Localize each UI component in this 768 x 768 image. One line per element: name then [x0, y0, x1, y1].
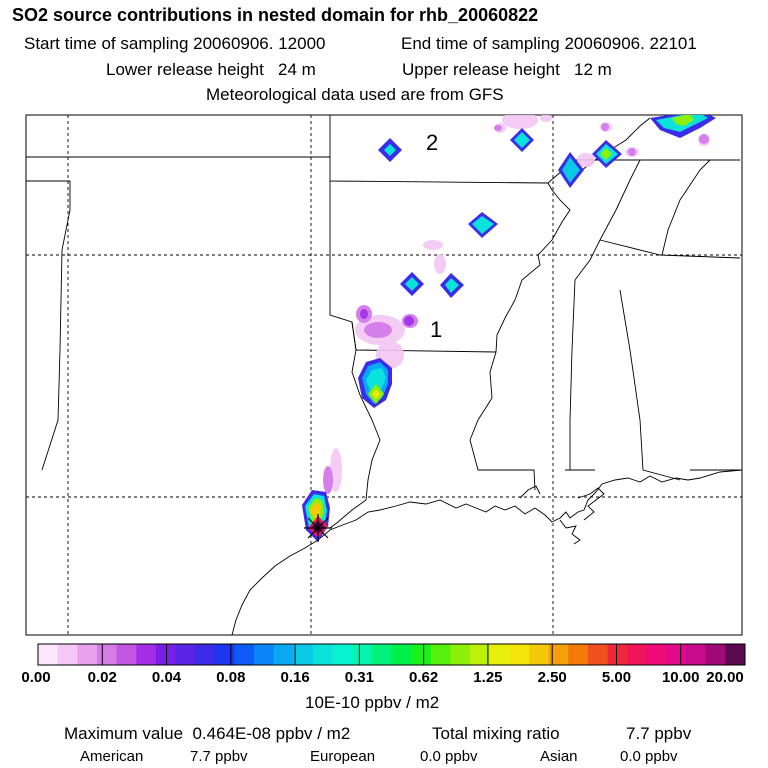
- colorbar-segment: [509, 644, 530, 665]
- colorbar-segment: [568, 644, 589, 665]
- colorbar-segment: [430, 644, 451, 665]
- annotation-1: 1: [430, 317, 442, 342]
- colorbar-segment: [332, 644, 353, 665]
- colorbar-segment: [312, 644, 334, 665]
- colorbar-segment: [136, 644, 157, 665]
- maximum-value-label: Maximum value 0.464E-08 ppbv / m2: [64, 724, 351, 743]
- colorbar-segment: [607, 644, 628, 665]
- map-title: SO2 source contributions in nested domai…: [12, 5, 539, 25]
- lat-lon-grid: [26, 115, 742, 635]
- colorbar-segment: [587, 644, 609, 665]
- colorbar-tick-label: 0.00: [21, 669, 51, 686]
- colorbar-tick-label: 0.31: [344, 669, 374, 686]
- colorbar-tick-label: 10.00: [661, 669, 700, 686]
- colorbar-segment: [686, 644, 707, 665]
- colorbar-segment: [214, 644, 235, 665]
- lower-release-height-label: Lower release height 24 m: [106, 60, 316, 79]
- total-mixing-ratio-value: 7.7 ppbv: [626, 724, 692, 743]
- colorbar-tick-label: 2.50: [537, 669, 567, 686]
- colorbar-segment: [254, 644, 275, 665]
- colorbar-segment: [77, 644, 98, 665]
- end-time-label: End time of sampling 20060906. 22101: [401, 34, 697, 53]
- colorbar-tick-label: 1.25: [473, 669, 503, 686]
- colorbar-segment: [391, 644, 412, 665]
- european-value: 0.0 ppbv: [420, 748, 478, 765]
- colorbar-segment: [528, 644, 550, 665]
- colorbar-segment: [371, 644, 392, 665]
- colorbar-segment: [411, 644, 432, 665]
- colorbar-segment: [38, 644, 59, 665]
- contribution-plumes: [302, 115, 716, 542]
- european-label: European: [310, 748, 376, 765]
- colorbar-segment: [548, 644, 569, 665]
- colorbar-segment: [273, 644, 294, 665]
- asian-value: 0.0 ppbv: [620, 748, 678, 765]
- colorbar-tick-label: 0.08: [216, 669, 246, 686]
- asian-label: Asian: [540, 748, 578, 765]
- start-time-label: Start time of sampling 20060906. 12000: [24, 34, 326, 53]
- upper-release-height-label: Upper release height 12 m: [402, 60, 612, 79]
- colorbar-segment: [234, 644, 255, 665]
- colorbar-segment: [489, 644, 510, 665]
- total-mixing-ratio-label: Total mixing ratio: [432, 724, 560, 743]
- annotation-2: 2: [426, 130, 438, 155]
- colorbar-segment: [646, 644, 667, 665]
- colorbar-segment: [293, 644, 314, 665]
- colorbar-segment: [450, 644, 471, 665]
- colorbar-tick-label: 0.02: [87, 669, 117, 686]
- meteorological-data-label: Meteorological data used are from GFS: [206, 85, 504, 104]
- colorbar-frame: [37, 643, 746, 666]
- colorbar-segment: [470, 644, 491, 665]
- colorbar-segment: [666, 644, 687, 665]
- colorbar-segment: [627, 644, 648, 665]
- american-value: 7.7 ppbv: [190, 748, 248, 765]
- colorbar-segment: [116, 644, 137, 665]
- colorbar-segment: [352, 644, 373, 665]
- colorbar-segment: [195, 644, 216, 665]
- colorbar-segment: [705, 644, 726, 665]
- colorbar-tick-label: 20.00: [706, 669, 744, 686]
- colorbar-segment: [155, 644, 176, 665]
- source-star-marker: [304, 514, 332, 542]
- colorbar-unit-label: 10E-10 ppbv / m2: [305, 693, 440, 712]
- american-label: American: [80, 748, 144, 765]
- colorbar-segment: [725, 644, 746, 665]
- colorbar-tick-label: 0.16: [280, 669, 310, 686]
- colorbar-tick-label: 5.00: [601, 669, 632, 686]
- colorbar-tick-label: 0.62: [409, 669, 439, 686]
- colorbar-segment: [175, 644, 196, 665]
- colorbar-segment: [96, 644, 118, 665]
- coastline: [231, 469, 742, 635]
- colorbar-segment: [57, 644, 78, 665]
- colorbar-tick-label: 0.04: [151, 669, 182, 686]
- colorbar: [38, 644, 746, 665]
